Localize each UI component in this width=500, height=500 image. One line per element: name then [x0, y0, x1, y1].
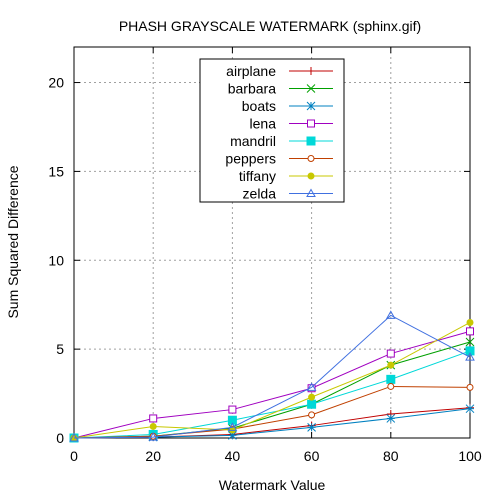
data-point-peppers [309, 412, 315, 418]
marker-shape [308, 400, 316, 408]
y-tick-label: 0 [56, 430, 64, 446]
y-axis-label: Sum Squared Difference [5, 165, 21, 318]
series-line-tiffany [74, 322, 470, 438]
marker-shape [229, 406, 236, 413]
legend-marker [308, 120, 315, 127]
marker-shape [308, 173, 314, 179]
marker-shape [307, 137, 315, 145]
marker-shape [388, 362, 394, 368]
x-tick-label: 20 [145, 448, 161, 464]
series-barbara [70, 338, 474, 442]
series-line-zelda [74, 315, 470, 438]
marker-shape [150, 415, 157, 422]
legend-marker [307, 137, 315, 145]
y-tick-label: 20 [48, 75, 64, 91]
data-point-tiffany [309, 394, 315, 400]
legend-label: zelda [243, 186, 277, 202]
data-point-boats [308, 423, 316, 431]
legend-label: tiffany [239, 168, 276, 184]
x-tick-label: 80 [383, 448, 399, 464]
data-point-lena [229, 406, 236, 413]
series-layer [70, 311, 474, 442]
marker-shape [387, 375, 395, 383]
legend-label: peppers [225, 151, 276, 167]
data-point-tiffany [467, 319, 473, 325]
marker-shape [309, 412, 315, 418]
y-tick-label: 5 [56, 341, 64, 357]
legend-marker [307, 102, 315, 110]
series-line-mandril [74, 351, 470, 438]
marker-shape [387, 350, 394, 357]
legend-label: mandril [230, 133, 276, 149]
series-mandril [70, 347, 474, 442]
marker-shape [308, 120, 315, 127]
data-point-peppers [467, 384, 473, 390]
legend-marker [308, 173, 314, 179]
data-point-boats [387, 414, 395, 422]
data-point-boats [466, 405, 474, 413]
legend-label: airplane [226, 63, 276, 79]
marker-shape [309, 394, 315, 400]
legend-label: barbara [228, 81, 276, 97]
data-point-lena [150, 415, 157, 422]
y-tick-label: 10 [48, 252, 64, 268]
series-tiffany [71, 319, 473, 441]
data-point-lena [387, 350, 394, 357]
x-tick-label: 60 [304, 448, 320, 464]
marker-shape [388, 383, 394, 389]
marker-shape [467, 319, 473, 325]
series-lena [71, 328, 474, 442]
legend-label: boats [242, 98, 276, 114]
legend-label: lena [250, 116, 277, 132]
data-point-peppers [388, 383, 394, 389]
data-point-mandril [308, 400, 316, 408]
y-tick-label: 15 [48, 163, 64, 179]
marker-shape [467, 384, 473, 390]
data-point-lena [467, 328, 474, 335]
x-tick-label: 0 [70, 448, 78, 464]
marker-shape [150, 423, 156, 429]
data-point-tiffany [150, 423, 156, 429]
data-point-tiffany [388, 362, 394, 368]
x-tick-label: 40 [225, 448, 241, 464]
x-axis-label: Watermark Value [219, 477, 326, 493]
legend-marker [308, 156, 314, 162]
data-point-mandril [387, 375, 395, 383]
marker-shape [467, 328, 474, 335]
x-tick-label: 100 [458, 448, 482, 464]
marker-shape [308, 156, 314, 162]
chart-title: PHASH GRAYSCALE WATERMARK (sphinx.gif) [119, 18, 421, 34]
